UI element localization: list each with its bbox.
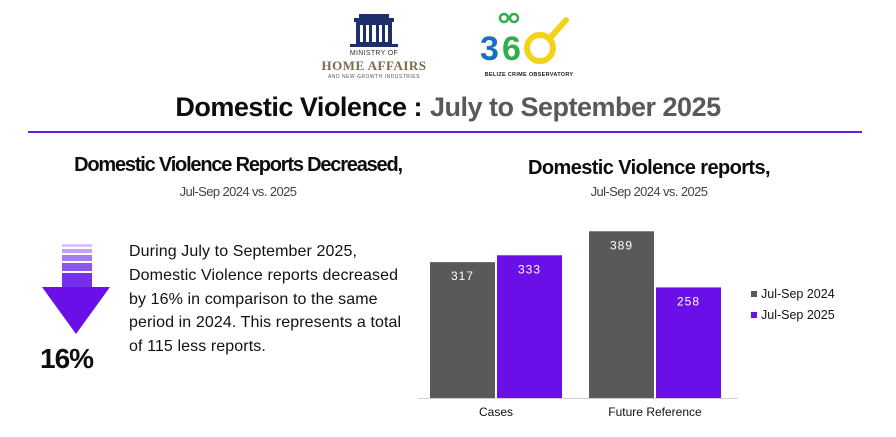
down-arrow-icon: [40, 244, 112, 336]
ministry-logo: MINISTRY OF HOME AFFAIRS AND NEW GROWTH …: [310, 12, 438, 80]
ministry-line1: MINISTRY OF: [349, 50, 399, 57]
svg-text:3: 3: [480, 30, 499, 68]
summary-paragraph: During July to September 2025, Domestic …: [129, 243, 402, 356]
chart-subheading: Jul-Sep 2024 vs. 2025: [590, 184, 708, 199]
legend-swatch: [751, 291, 757, 297]
category-label: Cases: [479, 405, 513, 419]
data-label: 333: [518, 262, 541, 276]
data-label: 258: [677, 294, 700, 308]
left-heading: Domestic Violence Reports Decreased,: [74, 154, 403, 176]
decrease-percent: 16%: [40, 343, 94, 374]
category-label: Future Reference: [608, 405, 702, 419]
left-subheading: Jul-Sep 2024 vs. 2025: [179, 184, 297, 199]
ministry-line2: HOME AFFAIRS: [321, 58, 427, 73]
ministry-line3: AND NEW GROWTH INDUSTRIES: [328, 74, 420, 80]
bar-2024-0: [430, 262, 495, 398]
chart-heading: Domestic Violence reports,: [528, 157, 771, 179]
bar-2024-1: [589, 231, 654, 398]
title-part2: July to September 2025: [429, 92, 721, 122]
page-title: Domestic Violence : July to September 202…: [0, 92, 896, 123]
bar-2025-0: [497, 255, 562, 398]
bco-text: BELIZE CRIME OBSERVATORY: [484, 72, 574, 78]
legend-swatch: [751, 312, 757, 318]
observatory-360-icon: 3 6: [480, 12, 569, 68]
svg-text:6: 6: [502, 30, 521, 68]
bco-logo: 3 6 BELIZE CRIME OBSERVATORY: [474, 10, 584, 82]
title-part1: Domestic Violence :: [175, 92, 422, 122]
building-icon: [350, 14, 398, 47]
title-divider: [28, 131, 862, 133]
data-label: 389: [610, 238, 633, 252]
bar-chart: 317 333 Cases 389 258 Future Reference Jul-Sep…: [418, 231, 835, 419]
legend-label: Jul-Sep 2025: [761, 308, 835, 322]
bar-2025-1: [656, 287, 721, 398]
legend-label: Jul-Sep 2024: [761, 287, 835, 301]
data-label: 317: [451, 269, 474, 283]
